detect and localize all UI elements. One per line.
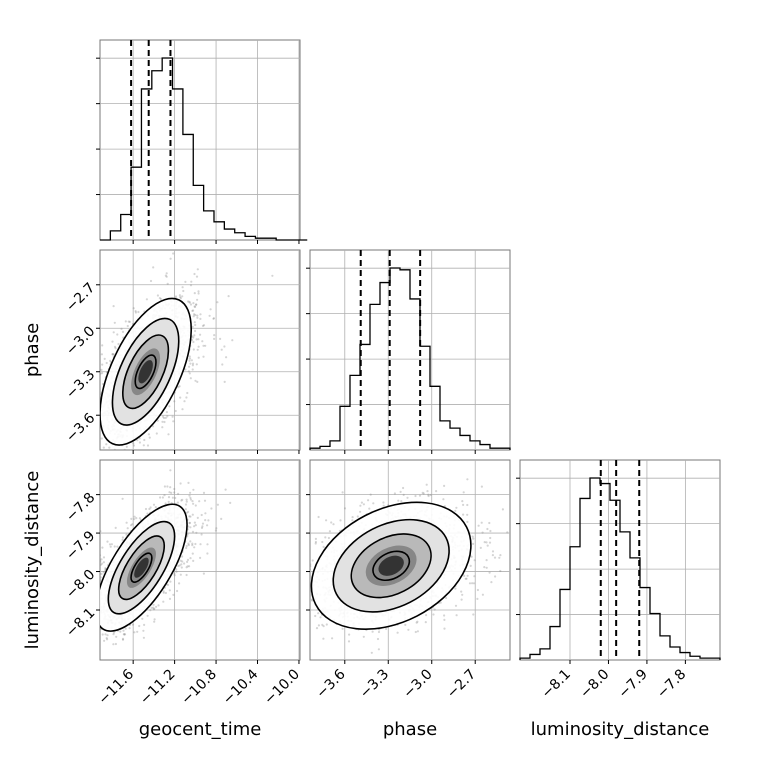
joint-phase-luminosity_distance (306, 459, 511, 664)
joint-geocent_time-phase-contour-0 (100, 297, 192, 446)
joint-phase-luminosity_distance-level-4 (378, 555, 404, 576)
xticklabel-phase-1: −3.3 (357, 666, 392, 701)
xticklabel-geocent_time-1: −11.2 (137, 666, 179, 708)
xticklabel-luminosity_distance-3: −7.8 (654, 666, 689, 701)
yticklabel-luminosity_distance-0: −8.1 (63, 605, 98, 640)
joint-phase-luminosity_distance-contour-3 (372, 550, 411, 582)
ylabel-phase: phase (22, 323, 43, 377)
yticklabel-phase-2: −3.0 (63, 323, 98, 358)
hist-geocent_time (96, 39, 308, 244)
joint-geocent_time-luminosity_distance-contour-1 (107, 520, 176, 615)
hist-phase-frame (309, 249, 511, 451)
yticklabel-phase-3: −2.7 (63, 280, 98, 315)
hist-phase (306, 249, 511, 454)
xticklabel-geocent_time-3: −10.4 (220, 666, 262, 708)
joint-phase-luminosity_distance-contour-1 (332, 518, 450, 613)
joint-geocent_time-luminosity_distance-contour-2 (117, 535, 166, 601)
joint-geocent_time-luminosity_distance (96, 459, 301, 664)
joint-geocent_time-phase-frame (99, 249, 301, 451)
joint-phase-luminosity_distance-frame (309, 459, 511, 661)
xticklabel-geocent_time-2: −10.8 (178, 666, 220, 708)
joint-geocent_time-phase-density (100, 252, 274, 450)
joint-geocent_time-luminosity_distance-contour-0 (100, 503, 188, 632)
xlabel-geocent_time: geocent_time (139, 719, 262, 740)
joint-geocent_time-phase-contour-3 (134, 354, 157, 390)
joint-geocent_time-phase-contour-2 (121, 334, 170, 410)
joint-geocent_time-phase-contour-1 (111, 317, 180, 426)
hist-luminosity_distance (516, 459, 721, 664)
joint-geocent_time-luminosity_distance-contour-3 (130, 552, 153, 583)
joint-phase-luminosity_distance-contour-0 (310, 501, 472, 631)
xticklabel-phase-2: −3.0 (400, 666, 435, 701)
yticklabel-phase-1: −3.3 (63, 367, 98, 402)
ylabel-luminosity_distance: luminosity_distance (22, 471, 43, 650)
xlabel-phase: phase (383, 719, 437, 740)
hist-geocent_time-bars (100, 57, 308, 241)
xticklabel-luminosity_distance-2: −7.9 (616, 666, 651, 701)
joint-phase-luminosity_distance-density (310, 478, 510, 654)
joint-geocent_time-phase-level-4 (138, 360, 153, 384)
hist-phase-bars (309, 267, 511, 450)
xticklabel-luminosity_distance-0: −8.1 (539, 666, 574, 701)
hist-luminosity_distance-bars (519, 477, 721, 660)
xticklabel-luminosity_distance-1: −8.0 (577, 666, 612, 701)
joint-geocent_time-luminosity_distance-frame (99, 459, 301, 661)
joint-phase-luminosity_distance-contour-2 (350, 533, 432, 599)
yticklabel-luminosity_distance-3: −7.8 (63, 490, 98, 525)
joint-geocent_time-phase (96, 249, 301, 454)
yticklabel-luminosity_distance-1: −8.0 (63, 567, 98, 602)
xticklabel-phase-0: −3.6 (313, 666, 348, 701)
yticklabel-luminosity_distance-2: −7.9 (63, 528, 98, 563)
yticklabel-phase-0: −3.6 (63, 410, 98, 445)
xticklabel-phase-3: −2.7 (444, 666, 479, 701)
xticklabel-geocent_time-4: −10.0 (261, 666, 303, 708)
xticklabel-geocent_time-0: −11.6 (96, 666, 138, 708)
joint-geocent_time-luminosity_distance-level-4 (134, 557, 149, 578)
hist-geocent_time-frame (99, 39, 301, 241)
xlabel-luminosity_distance: luminosity_distance (531, 719, 710, 740)
hist-luminosity_distance-frame (519, 459, 721, 661)
joint-geocent_time-luminosity_distance-density (100, 469, 232, 646)
